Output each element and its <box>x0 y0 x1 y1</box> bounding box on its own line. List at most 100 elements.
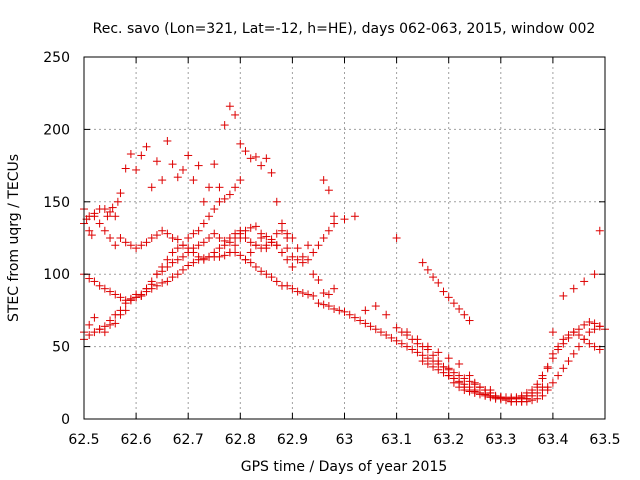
data-point <box>288 262 297 271</box>
data-point <box>168 258 177 267</box>
data-point <box>330 219 339 228</box>
data-point <box>439 368 448 377</box>
data-point <box>246 238 255 247</box>
data-point <box>121 164 130 173</box>
data-point <box>507 397 516 406</box>
data-point <box>481 386 490 395</box>
data-point <box>548 378 557 387</box>
data-point <box>178 241 187 250</box>
data-point <box>225 102 234 111</box>
data-point <box>220 251 229 260</box>
data-point <box>272 277 281 286</box>
data-point <box>262 154 271 163</box>
data-point <box>85 274 94 283</box>
data-point <box>210 205 219 214</box>
data-point <box>251 222 260 231</box>
data-point <box>293 244 302 253</box>
data-point <box>569 328 578 337</box>
data-point <box>293 255 302 264</box>
data-point <box>330 304 339 313</box>
data-point <box>319 234 328 242</box>
data-point <box>85 212 94 221</box>
data-point <box>199 254 208 263</box>
data-point <box>205 183 214 192</box>
data-point <box>126 150 135 159</box>
data-point <box>429 362 438 371</box>
data-point <box>199 219 208 228</box>
data-point <box>590 325 599 334</box>
data-point <box>434 278 443 287</box>
data-point <box>475 383 484 392</box>
data-point <box>257 267 266 276</box>
data-point <box>158 262 167 271</box>
data-point <box>116 293 125 302</box>
data-point <box>215 197 224 206</box>
x-tick-label: 63.5 <box>589 432 620 448</box>
x-tick-label: 63.4 <box>537 432 568 448</box>
data-point <box>564 357 573 366</box>
data-point <box>194 226 203 235</box>
y-tick-label: 100 <box>43 267 70 283</box>
data-point <box>168 248 177 257</box>
y-axis-ticks: 0 50 100 150 200 250 <box>43 50 605 428</box>
data-point <box>215 252 224 261</box>
data-point <box>100 226 109 235</box>
data-point <box>288 234 297 242</box>
data-point <box>163 229 172 238</box>
data-point <box>371 325 380 334</box>
data-point <box>319 289 328 298</box>
data-point <box>147 277 156 286</box>
x-tick-label: 62.8 <box>225 432 256 448</box>
data-point <box>444 293 453 302</box>
data-point <box>241 226 250 235</box>
data-point <box>423 342 432 351</box>
x-tick-label: 62.6 <box>121 432 152 448</box>
data-point <box>298 289 307 298</box>
data-point <box>103 212 112 221</box>
data-point <box>350 212 359 221</box>
data-point <box>111 290 120 299</box>
data-point <box>423 359 432 368</box>
data-point <box>251 241 260 250</box>
data-point <box>434 365 443 374</box>
data-point <box>251 152 260 161</box>
data-point <box>418 258 427 267</box>
data-point <box>444 354 453 363</box>
data-point <box>356 316 365 325</box>
data-point <box>262 232 271 241</box>
data-point <box>413 335 422 344</box>
data-point <box>205 212 214 221</box>
data-point <box>85 226 94 235</box>
data-point <box>108 203 117 212</box>
data-point <box>528 391 537 400</box>
data-point <box>449 368 458 377</box>
data-point <box>152 281 161 290</box>
data-point <box>210 229 219 238</box>
data-point <box>272 241 281 250</box>
data-point <box>173 255 182 264</box>
data-point <box>330 284 339 293</box>
data-point <box>277 226 286 235</box>
data-point <box>199 197 208 206</box>
data-points <box>80 102 609 406</box>
x-tick-label: 62.9 <box>277 432 308 448</box>
data-point <box>95 325 104 334</box>
data-point <box>288 252 297 261</box>
data-point <box>465 316 474 325</box>
data-point <box>449 299 458 308</box>
data-point <box>126 241 135 250</box>
data-point <box>345 310 354 319</box>
data-point <box>559 291 568 300</box>
data-point <box>147 234 156 242</box>
data-point <box>559 339 568 348</box>
x-tick-label: 63.1 <box>381 432 412 448</box>
data-point <box>392 234 401 242</box>
data-point <box>304 255 313 264</box>
data-point <box>324 290 333 299</box>
data-point <box>199 238 208 247</box>
data-point <box>335 306 344 315</box>
data-point <box>173 173 182 182</box>
data-point <box>533 388 542 397</box>
data-point <box>225 238 234 247</box>
data-point <box>569 284 578 293</box>
